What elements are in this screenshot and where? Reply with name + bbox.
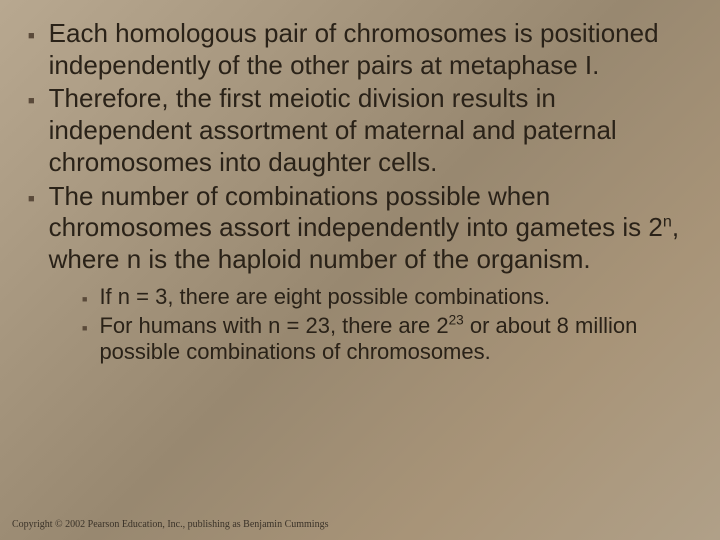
bullet-text: The number of combinations possible when…: [49, 181, 692, 276]
square-bullet-icon: ■: [28, 95, 35, 107]
superscript: n: [663, 213, 672, 231]
bullet-item: ■ Each homologous pair of chromosomes is…: [28, 18, 692, 81]
sub-bullet-item: ■ For humans with n = 23, there are 223 …: [82, 313, 692, 367]
sub-bullet-list: ■ If n = 3, there are eight possible com…: [82, 284, 692, 366]
sub-bullet-item: ■ If n = 3, there are eight possible com…: [82, 284, 692, 311]
square-bullet-icon: ■: [28, 193, 35, 205]
copyright-text: Copyright © 2002 Pearson Education, Inc.…: [12, 519, 328, 530]
square-bullet-icon: ■: [82, 323, 87, 333]
sub-bullet-text: For humans with n = 23, there are 223 or…: [99, 313, 692, 367]
bullet-item: ■ The number of combinations possible wh…: [28, 181, 692, 276]
bullet-text: Therefore, the first meiotic division re…: [49, 83, 692, 178]
superscript: 23: [449, 312, 464, 327]
bullet-text: Each homologous pair of chromosomes is p…: [49, 18, 692, 81]
text-fragment: The number of combinations possible when…: [49, 181, 663, 243]
main-bullet-list: ■ Each homologous pair of chromosomes is…: [28, 18, 692, 276]
sub-bullet-text: If n = 3, there are eight possible combi…: [99, 284, 550, 311]
bullet-item: ■ Therefore, the first meiotic division …: [28, 83, 692, 178]
square-bullet-icon: ■: [82, 294, 87, 304]
square-bullet-icon: ■: [28, 30, 35, 42]
text-fragment: For humans with n = 23, there are 2: [99, 313, 448, 338]
